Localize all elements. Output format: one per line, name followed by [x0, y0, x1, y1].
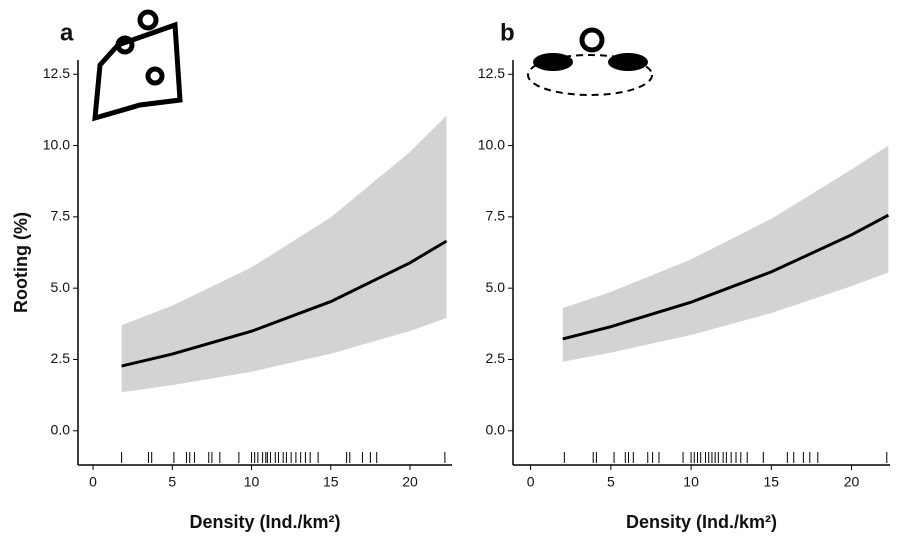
fit-line: [562, 213, 890, 341]
y-tick-label: 7.5: [486, 208, 506, 224]
x-tick-label: 5: [168, 474, 176, 490]
animal: [608, 53, 648, 71]
pin: [137, 9, 159, 31]
icon-b: [527, 27, 653, 96]
y-tick-label: 2.5: [486, 350, 506, 366]
x-tick-label: 10: [683, 474, 699, 490]
fit-line: [121, 239, 448, 368]
confidence-band: [562, 145, 889, 362]
x-tick-label: 0: [89, 474, 97, 490]
y-tick-label: 5.0: [51, 279, 71, 295]
icon-a: [92, 9, 183, 122]
x-tick-label: 15: [763, 474, 779, 490]
y-tick-label: 2.5: [51, 350, 71, 366]
y-tick-label: 12.5: [43, 65, 70, 81]
pin: [115, 35, 135, 55]
x-tick-label: 15: [323, 474, 339, 490]
pin: [145, 66, 165, 86]
x-axis-label: Density (Ind./km²): [626, 512, 777, 532]
y-tick-label: 10.0: [478, 136, 505, 152]
x-tick-label: 5: [607, 474, 615, 490]
x-tick-label: 20: [844, 474, 860, 490]
x-tick-label: 20: [402, 474, 418, 490]
x-axis-label: Density (Ind./km²): [189, 512, 340, 532]
panel-label: b: [500, 19, 515, 46]
panel-label: a: [60, 19, 74, 46]
y-tick-label: 5.0: [486, 279, 506, 295]
x-tick-label: 0: [527, 474, 535, 490]
y-tick-label: 0.0: [51, 421, 71, 437]
range-ellipse: [527, 54, 653, 96]
confidence-band: [121, 115, 447, 393]
pin: [579, 27, 605, 53]
y-tick-label: 12.5: [478, 65, 505, 81]
y-tick-label: 7.5: [51, 208, 71, 224]
y-axis-label: Rooting (%): [11, 212, 31, 313]
map-outline: [92, 21, 183, 122]
animal: [533, 53, 573, 71]
y-tick-label: 10.0: [43, 136, 70, 152]
x-tick-label: 10: [244, 474, 260, 490]
y-tick-label: 0.0: [486, 421, 506, 437]
